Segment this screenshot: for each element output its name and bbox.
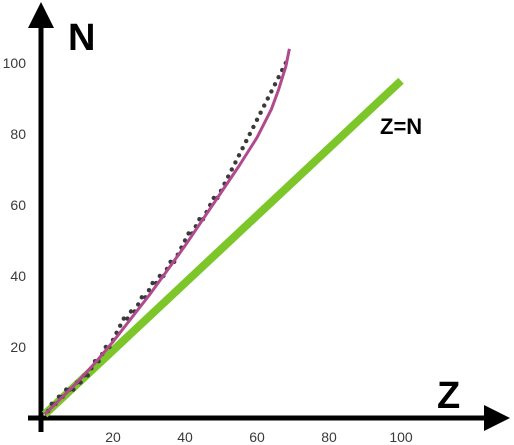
y-tick-labels: 20 40 60 80 100	[3, 55, 27, 355]
scatter-point	[136, 302, 141, 307]
y-tick-label: 40	[10, 268, 26, 284]
y-axis-arrow-icon	[28, 2, 54, 28]
fit-curve	[43, 48, 291, 416]
x-tick-label: 20	[105, 429, 121, 445]
x-tick-label: 40	[177, 429, 193, 445]
scatter-point	[233, 160, 238, 165]
scatter-point	[247, 131, 252, 137]
x-tick-label: 100	[389, 429, 413, 445]
scatter-points	[46, 60, 288, 414]
y-tick-label: 60	[10, 197, 26, 213]
fit-curve-layer	[43, 48, 291, 416]
y-tick-label: 80	[10, 126, 26, 142]
scatter-point	[236, 153, 242, 158]
scatter-point	[150, 280, 155, 286]
scatter-point	[139, 295, 144, 300]
y-axis-title: N	[68, 17, 95, 59]
scatter-point	[229, 167, 234, 172]
y-tick-label: 100	[3, 55, 27, 71]
x-axis-title: Z	[437, 375, 460, 417]
scatter-point	[276, 75, 281, 80]
z-equals-n-annotation: Z=N	[380, 114, 422, 139]
scatter-point	[262, 103, 267, 108]
scatter-point	[258, 110, 263, 115]
y-tick-label: 20	[10, 339, 26, 355]
scatter-point	[269, 89, 274, 94]
reference-line-layer	[41, 77, 404, 418]
scatter-point	[121, 316, 127, 321]
z-equals-n-line	[41, 77, 404, 418]
scatter-point	[272, 82, 278, 87]
x-tick-label: 80	[321, 429, 337, 445]
scatter-point	[128, 309, 134, 314]
scatter-point	[118, 323, 123, 328]
scatter-point	[244, 138, 249, 144]
scatter-point	[254, 117, 260, 123]
scatter-point	[186, 231, 191, 236]
scatter-point	[85, 373, 91, 378]
scatter-point	[146, 288, 152, 293]
scatter-point	[251, 124, 256, 130]
x-tick-label: 60	[249, 429, 265, 445]
x-axis-arrow-icon	[484, 405, 510, 431]
x-tick-labels: 20 40 60 80 100	[105, 429, 413, 445]
scatter-point	[240, 146, 245, 151]
scatter-point	[265, 96, 270, 101]
